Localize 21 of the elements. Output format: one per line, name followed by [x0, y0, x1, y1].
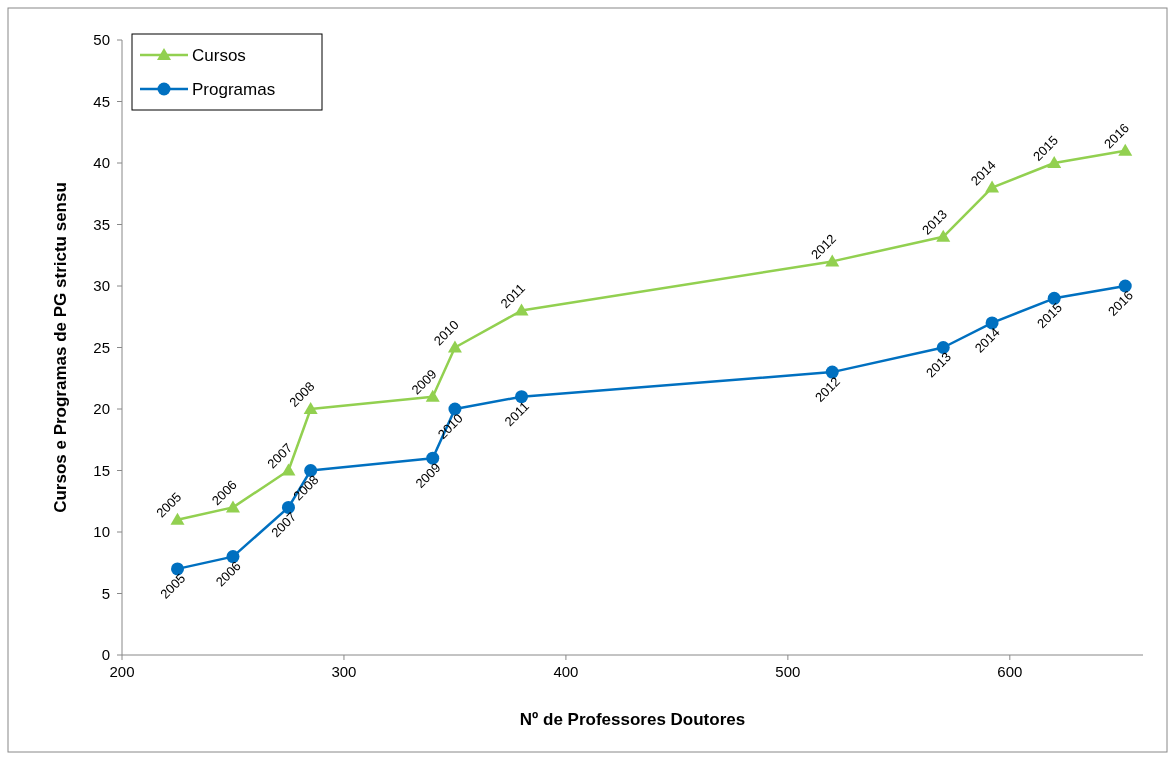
- x-tick-label: 300: [331, 663, 357, 680]
- x-tick-label: 200: [109, 663, 135, 680]
- legend-label: Cursos: [192, 45, 246, 65]
- y-tick-label: 40: [93, 154, 110, 172]
- y-tick-label: 50: [93, 31, 110, 49]
- y-tick-label: 25: [93, 338, 110, 356]
- x-axis-title: Nº de Professores Doutores: [519, 710, 746, 729]
- y-tick-label: 20: [93, 400, 110, 418]
- y-tick-label: 5: [101, 584, 110, 602]
- x-tick-label: 400: [553, 663, 579, 680]
- x-tick-label: 600: [997, 663, 1023, 680]
- y-tick-label: 45: [93, 92, 110, 110]
- y-axis-title: Cursos e Programas de PG strictu sensu: [51, 182, 70, 513]
- y-tick-label: 0: [101, 646, 110, 664]
- x-tick-label: 500: [775, 663, 801, 680]
- y-tick-label: 30: [93, 277, 110, 295]
- y-tick-label: 15: [93, 461, 110, 479]
- y-tick-label: 10: [93, 523, 110, 541]
- point: [515, 390, 529, 404]
- legend-label: Programas: [192, 79, 276, 99]
- y-tick-label: 35: [93, 215, 110, 233]
